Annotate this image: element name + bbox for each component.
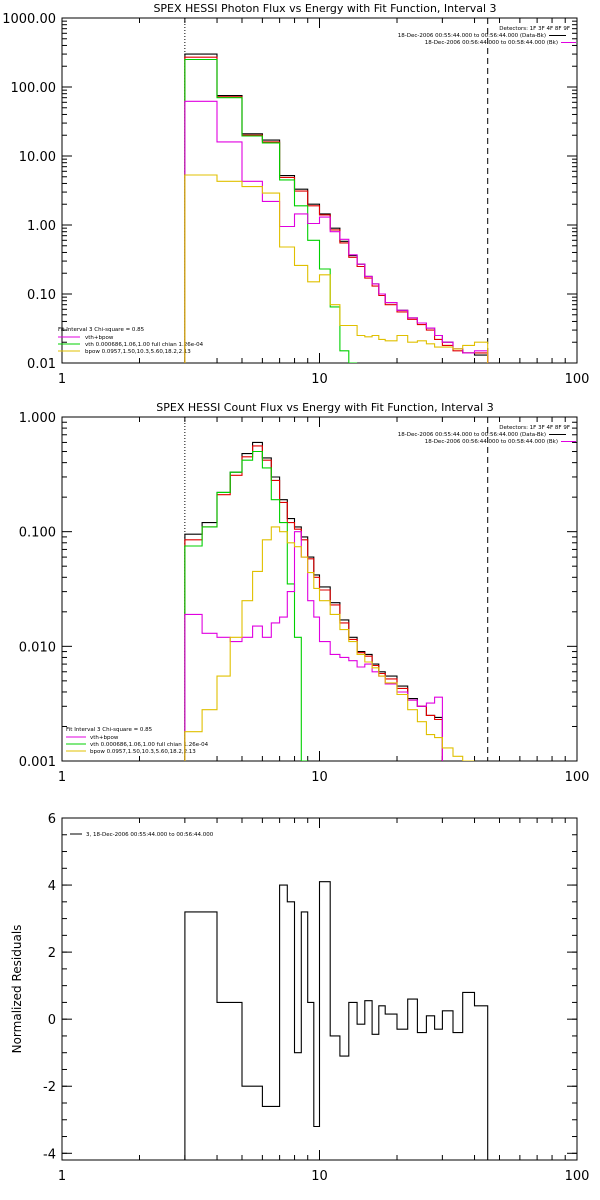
residuals-legend-entry: 3, 18-Dec-2006 00:55:44.000 to 00:56:44.… — [86, 832, 214, 838]
photon-flux-y-tick-label: 0.01 — [27, 357, 56, 372]
photon-flux-sum-trace — [184, 100, 489, 363]
photon-flux-data-trace — [184, 53, 489, 363]
residuals-y-tick-label: 4 — [48, 879, 56, 894]
residuals-y-tick-label: 6 — [48, 812, 56, 827]
count-flux-x-tick-label: 1 — [58, 770, 66, 785]
photon-flux-legend-vth: vth 0.000686,1.06,1.00 full chian 1.26e-… — [85, 342, 204, 348]
residuals-x-tick-label: 100 — [565, 1169, 590, 1184]
residuals-y-tick-label: 2 — [48, 946, 56, 961]
photon-flux-title: SPEX HESSI Photon Flux vs Energy with Fi… — [153, 2, 496, 15]
count-flux-header-line-1: Detectors: 1F 3F 4F 8F 9F — [499, 425, 570, 431]
count-flux-header-line-2: 18-Dec-2006 00:55:44.000 to 00:56:44.000… — [398, 432, 546, 438]
residuals-y-tick-label: -4 — [43, 1147, 56, 1162]
photon-flux-bpow-trace — [184, 174, 489, 363]
count-flux-bpow-trace — [184, 526, 475, 761]
count-flux-legend-fit: Fit Interval 3 Chi-square = 0.85 — [66, 727, 153, 733]
photon-flux-legend-bpow: bpow 0.0957,1.50,10.3,5.60,18.2,2.13 — [85, 349, 191, 355]
photon-flux-y-tick-label: 10.00 — [19, 150, 56, 165]
count-flux-x-tick-label: 10 — [311, 770, 328, 785]
count-flux-x-tick-label: 100 — [565, 770, 590, 785]
count-flux-legend-vth: vth 0.000686,1.06,1.00 full chian 1.26e-… — [90, 742, 209, 748]
count-flux-sum-trace — [184, 531, 443, 761]
photon-flux-y-tick-label: 1.00 — [27, 219, 56, 234]
count-flux-vth-trace — [184, 450, 308, 761]
photon-flux-background-trace — [184, 56, 489, 363]
photon-flux-x-tick-label: 10 — [311, 372, 328, 387]
photon-flux-legend-sum: vth+bpow — [85, 335, 114, 341]
photon-flux-header-line-2: 18-Dec-2006 00:55:44.000 to 00:56:44.000… — [398, 33, 546, 39]
photon-flux-x-tick-label: 100 — [565, 372, 590, 387]
residuals-x-tick-label: 10 — [311, 1169, 328, 1184]
residuals-trace — [184, 881, 489, 1160]
photon-flux-plot-frame — [61, 17, 578, 364]
residuals-x-tick-label: 1 — [58, 1169, 66, 1184]
count-flux-header-line-3: 18-Dec-2006 00:56:44.000 to 00:58:44.000… — [425, 439, 558, 445]
residuals-panel: Normalized Residuals 3, 18-Dec-2006 00:5… — [10, 812, 589, 1184]
photon-flux-y-tick-label: 1000.00 — [2, 12, 56, 27]
residuals-y-axis-label: Normalized Residuals — [10, 925, 24, 1054]
count-flux-title: SPEX HESSI Count Flux vs Energy with Fit… — [156, 401, 493, 414]
count-flux-legend-sum: vth+bpow — [90, 735, 119, 741]
photon-flux-x-tick-label: 1 — [58, 372, 66, 387]
photon-flux-header-line-3: 18-Dec-2006 00:56:44.000 to 00:58:44.000… — [425, 40, 558, 46]
photon-flux-vth-trace — [184, 58, 358, 363]
count-flux-legend-bpow: bpow 0.0957,1.50,10.3,5.60,18.2,2.13 — [90, 749, 196, 755]
photon-flux-header-line-1: Detectors: 1F 3F 4F 8F 9F — [499, 26, 570, 32]
count-flux-y-tick-label: 0.100 — [19, 526, 56, 541]
photon-flux-y-tick-label: 100.00 — [11, 81, 57, 96]
photon-flux-legend-fit: Fit Interval 3 Chi-square = 0.85 — [58, 327, 145, 333]
count-flux-y-tick-label: 0.010 — [19, 640, 56, 655]
residuals-y-tick-label: 0 — [48, 1013, 56, 1028]
photon-flux-y-tick-label: 0.10 — [27, 288, 56, 303]
count-flux-background-trace — [184, 445, 443, 761]
count-flux-panel: SPEX HESSI Count Flux vs Energy with Fit… — [19, 401, 590, 785]
count-flux-y-tick-label: 0.001 — [19, 755, 56, 770]
residuals-y-tick-label: -2 — [43, 1080, 56, 1095]
photon-flux-panel: SPEX HESSI Photon Flux vs Energy with Fi… — [2, 2, 589, 387]
count-flux-y-tick-label: 1.000 — [19, 411, 56, 426]
